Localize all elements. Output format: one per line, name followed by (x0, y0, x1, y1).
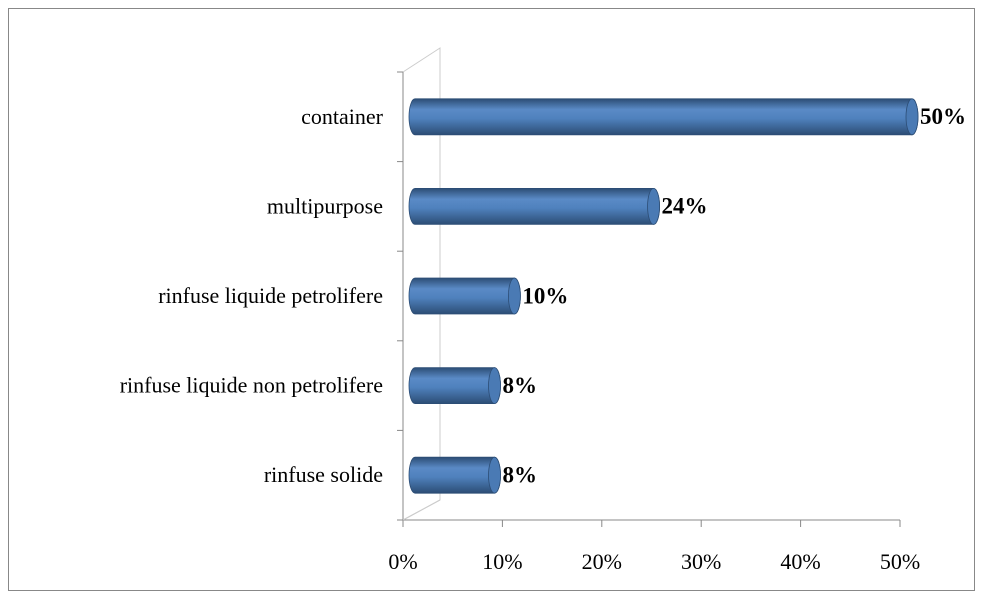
bar-cap (508, 277, 521, 315)
value-label: 10% (522, 283, 568, 308)
x-tick-label: 0% (388, 549, 417, 574)
y-tick-label: rinfuse liquide non petrolifere (120, 373, 383, 398)
value-label: 24% (662, 194, 708, 219)
bar (408, 98, 919, 136)
value-label: 50% (920, 104, 966, 129)
x-tick-label: 50% (880, 549, 920, 574)
bar-cap (488, 456, 501, 494)
bar (408, 456, 501, 494)
bar (408, 367, 501, 404)
x-tick-label: 10% (482, 549, 522, 574)
y-tick-label: rinfuse solide (264, 462, 383, 487)
y-tick-label: multipurpose (267, 193, 383, 218)
bar (408, 277, 521, 315)
bar-cap (905, 98, 919, 136)
x-tick-label: 40% (780, 549, 820, 574)
bar-cap (647, 187, 660, 225)
bar (408, 188, 660, 225)
floor-edge (402, 499, 441, 521)
y-tick-label: container (301, 104, 384, 129)
bar-cap (488, 367, 501, 405)
value-label: 8% (503, 373, 538, 398)
x-tick-label: 20% (582, 549, 622, 574)
y-tick-label: rinfuse liquide petrolifere (158, 283, 383, 308)
x-tick-label: 30% (681, 549, 721, 574)
value-label: 8% (503, 462, 538, 487)
